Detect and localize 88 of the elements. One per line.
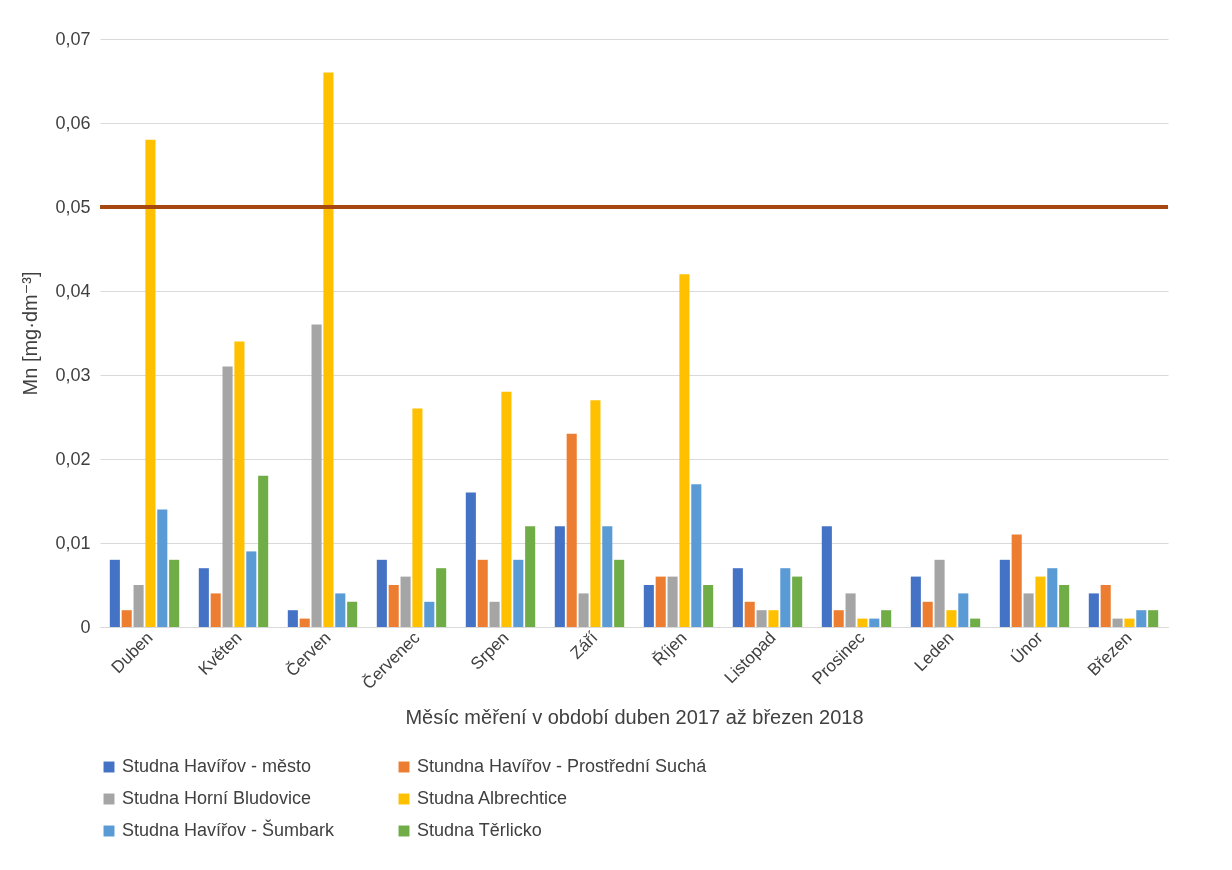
bar: [501, 391, 512, 627]
bar: [667, 576, 678, 627]
bar: [590, 400, 601, 627]
bar: [934, 559, 945, 627]
legend-label: Studna Horní Bludovice: [122, 788, 312, 808]
bar: [400, 576, 411, 627]
bar: [169, 559, 180, 627]
bar: [643, 585, 654, 627]
bar: [679, 274, 690, 627]
bar: [1148, 610, 1159, 627]
bar: [1047, 568, 1058, 627]
bar: [157, 509, 168, 627]
bar: [999, 559, 1010, 627]
bar: [869, 618, 880, 627]
bar: [335, 593, 346, 627]
bar: [1059, 585, 1070, 627]
legend-label: Studna Havířov - Šumbark: [122, 819, 336, 840]
bar: [732, 568, 743, 627]
bar: [121, 610, 132, 627]
y-tick-label: 0,07: [55, 28, 91, 49]
bar: [1011, 534, 1022, 627]
legend-label: Studna Těrlicko: [417, 820, 542, 840]
bar: [222, 366, 233, 627]
bar: [234, 341, 245, 627]
bar: [881, 610, 892, 627]
bar: [821, 526, 832, 627]
bar: [525, 526, 536, 627]
bar: [922, 601, 933, 627]
y-tick-label: 0,05: [55, 196, 91, 217]
legend-label: Studna Albrechtice: [417, 788, 568, 808]
bar: [833, 610, 844, 627]
bar: [246, 551, 257, 627]
bar: [703, 585, 714, 627]
bar: [780, 568, 791, 627]
bar: [133, 585, 144, 627]
bar: [756, 610, 767, 627]
y-axis-title: Mn [mg·dm⁻³]: [19, 271, 42, 396]
bar: [1023, 593, 1034, 627]
bar: [1124, 618, 1135, 627]
bar: [845, 593, 856, 627]
bar: [412, 408, 423, 627]
y-tick-label: 0,03: [55, 364, 91, 385]
bar: [614, 559, 625, 627]
bar: [768, 610, 779, 627]
bar: [792, 576, 803, 627]
legend-label: Stundna Havířov - Prostřední Suchá: [417, 756, 708, 776]
bar: [602, 526, 613, 627]
bar: [566, 433, 577, 627]
y-tick-label: 0,02: [55, 448, 91, 469]
bar: [145, 139, 156, 627]
y-tick-label: 0,06: [55, 112, 91, 133]
bar: [258, 475, 269, 627]
bar: [958, 593, 969, 627]
y-tick-label: 0,04: [55, 280, 91, 301]
bar: [655, 576, 666, 627]
bar: [109, 559, 120, 627]
y-tick-label: 0: [80, 616, 91, 637]
bar: [910, 576, 921, 627]
y-tick-label: 0,01: [55, 532, 91, 553]
bar: [1112, 618, 1123, 627]
bar: [376, 559, 387, 627]
bar: [1035, 576, 1046, 627]
bar: [347, 601, 358, 627]
bar: [744, 601, 755, 627]
bar: [311, 324, 322, 627]
legend-label: Studna Havířov - město: [122, 756, 312, 776]
bar: [465, 492, 476, 627]
bar: [436, 568, 447, 627]
bar: [946, 610, 957, 627]
bar: [424, 601, 435, 627]
bar: [388, 585, 399, 627]
bar: [477, 559, 488, 627]
bar: [554, 526, 565, 627]
bar: [1136, 610, 1147, 627]
bar: [1100, 585, 1111, 627]
bar: [323, 72, 334, 627]
bar: [513, 559, 524, 627]
bar: [857, 618, 868, 627]
x-axis-title: Měsíc měření v období duben 2017 až březen 2018: [405, 706, 864, 729]
bar: [287, 610, 298, 627]
bar: [299, 618, 310, 627]
bar: [691, 484, 702, 627]
bar: [210, 593, 221, 627]
bar: [1088, 593, 1099, 627]
bar: [970, 618, 981, 627]
bar: [198, 568, 209, 627]
bar: [489, 601, 500, 627]
bar: [578, 593, 589, 627]
